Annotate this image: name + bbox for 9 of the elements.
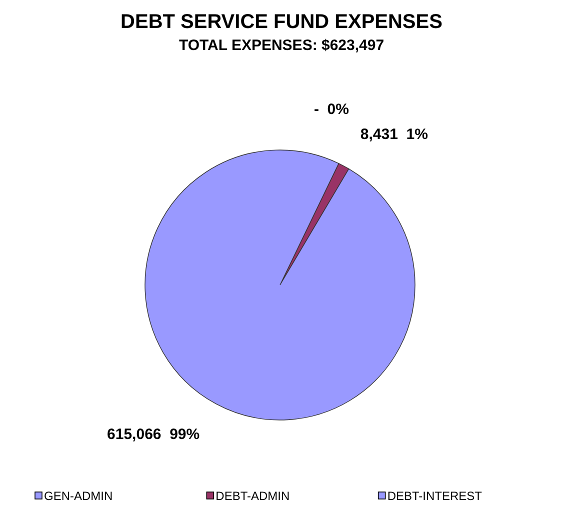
legend-label: DEBT-INTEREST	[387, 489, 483, 504]
pie-slice	[144, 150, 416, 420]
data-label: 615,066 99%	[107, 426, 200, 443]
text: - 0%	[314, 100, 349, 118]
data-label: 8,431 1%	[360, 126, 428, 144]
legend-label: GEN-ADMIN	[44, 489, 113, 504]
chart-title: DEBT SERVICE FUND EXPENSES	[120, 11, 442, 33]
chart-subtitle: TOTAL EXPENSES: $623,497	[178, 37, 384, 54]
legend-label: DEBT-ADMIN	[216, 489, 290, 504]
